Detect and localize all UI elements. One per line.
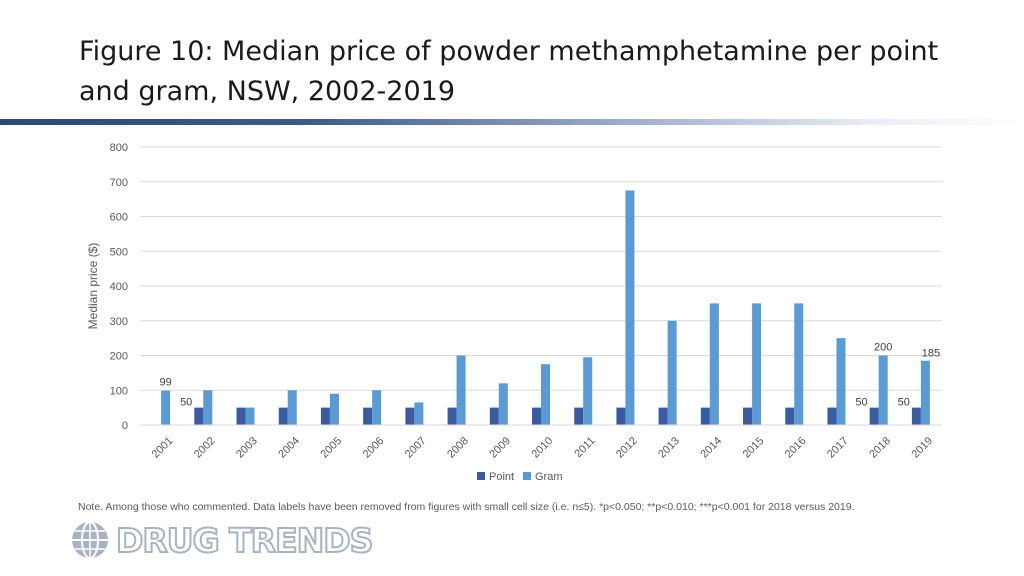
y-tick-label: 800 xyxy=(110,142,128,154)
bar-point-2004 xyxy=(278,407,288,425)
y-tick-label: 0 xyxy=(122,420,128,432)
y-tick-label: 300 xyxy=(110,316,128,328)
bar-point-2015 xyxy=(743,407,753,425)
x-tick-label: 2003 xyxy=(234,435,260,461)
globe-icon xyxy=(72,521,108,559)
data-label: 50 xyxy=(180,397,192,409)
bar-gram-2004 xyxy=(287,390,297,425)
bar-point-2011 xyxy=(574,407,584,425)
y-tick-label: 400 xyxy=(110,281,128,293)
drug-trends-logo: DRUG TRENDS xyxy=(70,520,374,561)
legend-label-point: Point xyxy=(489,471,514,483)
x-tick-label: 2005 xyxy=(318,435,344,461)
bar-gram-2005 xyxy=(329,393,339,425)
y-axis-title: Median price ($) xyxy=(86,243,100,330)
bar-point-2003 xyxy=(236,407,246,425)
bar-point-2013 xyxy=(658,407,668,425)
bar-point-2009 xyxy=(489,407,499,425)
bar-point-2017 xyxy=(827,407,837,425)
legend-swatch-point xyxy=(477,472,485,480)
x-tick-label: 2016 xyxy=(783,435,809,461)
bar-point-2010 xyxy=(532,407,541,425)
bar-gram-2019 xyxy=(920,360,930,425)
bar-point-2018 xyxy=(869,407,879,425)
data-label: 200 xyxy=(874,342,892,354)
x-tick-label: 2015 xyxy=(741,435,767,461)
x-tick-label: 2004 xyxy=(276,435,302,461)
bar-point-2006 xyxy=(363,407,373,425)
data-label: 50 xyxy=(855,397,867,409)
x-tick-label: 2011 xyxy=(572,435,597,460)
x-tick-label: 2018 xyxy=(867,435,893,461)
x-tick-label: 2014 xyxy=(698,435,724,461)
y-tick-label: 700 xyxy=(110,177,128,189)
x-tick-label: 2007 xyxy=(403,435,429,461)
slide-title: Figure 10: Median price of powder metham… xyxy=(79,36,939,107)
chart-note: Note. Among those who commented. Data la… xyxy=(78,501,855,513)
bar-point-2008 xyxy=(447,407,457,425)
y-tick-label: 500 xyxy=(110,246,128,258)
bar-gram-2014 xyxy=(709,303,719,425)
bar-gram-2007 xyxy=(414,402,424,425)
bar-gram-2016 xyxy=(794,303,804,425)
bar-gram-2017 xyxy=(836,338,846,425)
x-tick-label: 2008 xyxy=(445,435,471,461)
bar-point-2012 xyxy=(616,407,626,425)
y-tick-label: 100 xyxy=(110,385,128,397)
x-tick-label: 2009 xyxy=(487,435,513,461)
bar-gram-2011 xyxy=(583,357,593,425)
bar-point-2014 xyxy=(700,407,710,425)
bar-chart: 0 100 200 300 400 500 600 700 800 Median price ($… xyxy=(86,142,942,483)
bar-gram-2002 xyxy=(203,390,213,425)
legend-label-gram: Gram xyxy=(535,471,563,483)
y-tick-label: 200 xyxy=(110,351,128,363)
logo-text: DRUG TRENDS xyxy=(115,520,374,561)
bar-gram-2010 xyxy=(541,364,550,425)
bar-gram-2008 xyxy=(456,355,466,425)
x-tick-label: 2001 xyxy=(150,435,176,461)
legend-swatch-gram xyxy=(523,472,531,480)
bar-gram-2012 xyxy=(625,190,635,425)
data-label: 185 xyxy=(922,348,940,360)
x-tick-label: 2002 xyxy=(192,435,218,461)
bar-point-2007 xyxy=(405,407,415,425)
bar-gram-2001 xyxy=(161,390,171,425)
data-label: 50 xyxy=(898,397,910,409)
bar-point-2016 xyxy=(785,407,795,425)
x-tick-label: 2010 xyxy=(530,435,556,461)
x-tick-label: 2012 xyxy=(614,435,640,461)
bar-point-2019 xyxy=(911,407,921,425)
bar-gram-2015 xyxy=(752,303,762,425)
bar-gram-2009 xyxy=(498,383,508,425)
bar-point-2005 xyxy=(320,407,330,425)
bar-point-2002 xyxy=(194,407,204,425)
title-divider xyxy=(0,119,1024,125)
x-tick-label: 2006 xyxy=(361,435,387,461)
bar-gram-2013 xyxy=(667,320,677,425)
x-tick-label: 2017 xyxy=(825,435,851,461)
data-label: 99 xyxy=(159,377,171,389)
bar-gram-2003 xyxy=(245,407,255,425)
x-tick-label: 2013 xyxy=(656,435,682,461)
bar-gram-2018 xyxy=(878,355,888,425)
y-tick-label: 600 xyxy=(110,212,128,224)
x-tick-label: 2019 xyxy=(909,435,935,461)
bar-gram-2006 xyxy=(372,390,382,425)
